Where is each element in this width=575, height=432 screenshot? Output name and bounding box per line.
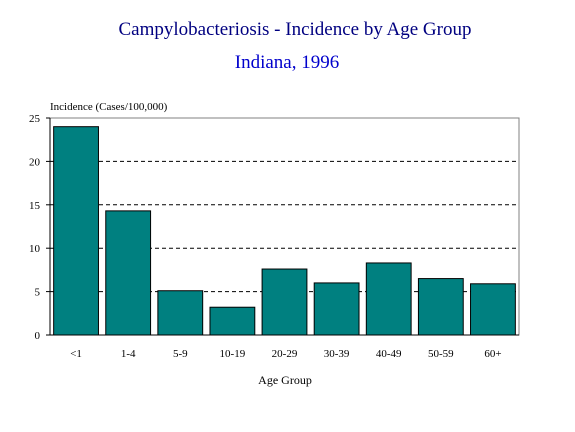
bar xyxy=(53,126,99,336)
x-tick-label: 20-29 xyxy=(272,348,298,360)
y-tick-label: 20 xyxy=(29,156,41,168)
x-tick-labels: <1 1-4 5-9 10-19 20-29 30-39 40-49 50-59 60+ xyxy=(70,348,501,360)
x-tick-label: <1 xyxy=(70,348,82,360)
bar xyxy=(417,278,464,336)
x-tick-label: 60+ xyxy=(484,348,501,360)
bar xyxy=(261,268,308,336)
bar xyxy=(313,282,360,336)
y-tick-label: 15 xyxy=(29,200,41,212)
x-tick-label: 10-19 xyxy=(220,348,246,360)
y-axis-label: Incidence (Cases/100,000) xyxy=(50,101,168,113)
bar xyxy=(105,210,152,336)
x-tick-label: 30-39 xyxy=(324,348,350,360)
bars xyxy=(53,126,516,336)
axes xyxy=(46,117,520,336)
y-tick-label: 0 xyxy=(35,330,41,342)
y-tick-label: 5 xyxy=(35,287,41,299)
x-tick-label: 5-9 xyxy=(173,348,188,360)
y-tick-label: 10 xyxy=(29,243,41,255)
bar xyxy=(470,283,516,336)
bar xyxy=(157,290,204,336)
chart-title: Campylobacteriosis - Incidence by Age Gr… xyxy=(119,19,472,40)
y-tick-label: 25 xyxy=(29,113,41,125)
bar xyxy=(209,306,256,336)
y-tick-labels: 0 5 10 15 20 25 xyxy=(29,113,41,342)
x-tick-label: 1-4 xyxy=(121,348,136,360)
x-tick-label: 50-59 xyxy=(428,348,454,360)
x-axis-label: Age Group xyxy=(258,373,312,387)
chart-subtitle: Indiana, 1996 xyxy=(235,52,339,73)
bar xyxy=(365,262,412,336)
x-tick-label: 40-49 xyxy=(376,348,402,360)
